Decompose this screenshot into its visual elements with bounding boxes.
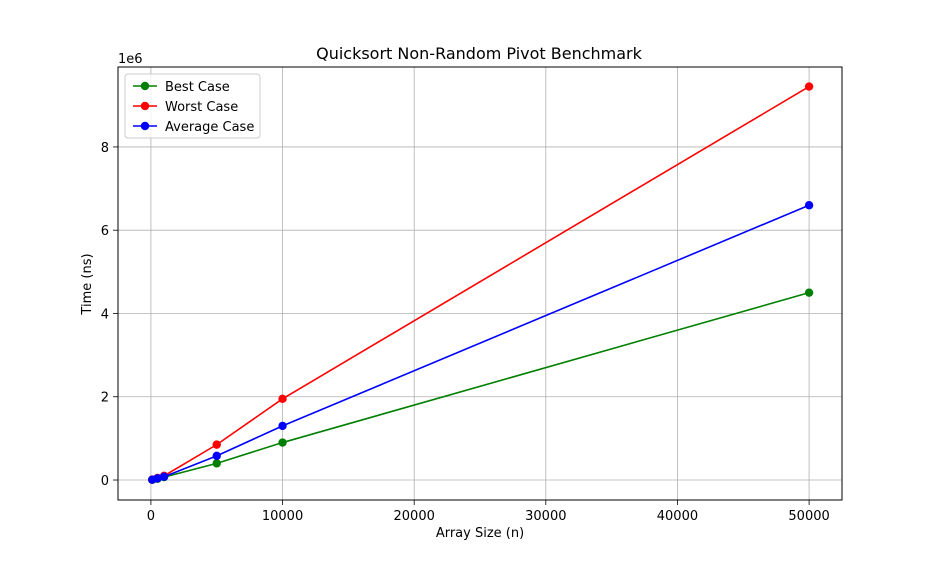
x-tick-label: 50000 <box>788 509 829 524</box>
legend-item-best-case: Best Case <box>133 80 230 95</box>
data-point-average-case <box>159 472 169 481</box>
x-axis-title: Array Size (n) <box>436 526 524 541</box>
y-axis-ticks: 0 2 4 6 8 <box>101 141 118 489</box>
legend-label: Best Case <box>165 80 230 95</box>
x-axis-ticks: 0 10000 20000 30000 40000 50000 <box>147 500 830 524</box>
plot-frame <box>117 66 843 501</box>
x-tick-label: 30000 <box>525 509 566 524</box>
y-tick-label: 2 <box>101 391 109 406</box>
y-axis-title: Time (ns) <box>80 253 95 315</box>
data-point-worst-case <box>278 394 287 404</box>
x-tick-label: 0 <box>147 509 155 524</box>
x-tick-label: 20000 <box>394 509 435 524</box>
grid-lines <box>118 67 842 500</box>
legend-swatch-marker <box>140 101 150 111</box>
legend-label: Worst Case <box>165 100 238 115</box>
data-point-average-case <box>212 451 221 461</box>
series-average-case <box>148 201 814 484</box>
data-point-best-case <box>212 459 221 468</box>
y-tick-label: 0 <box>101 474 109 489</box>
data-point-worst-case <box>804 82 814 91</box>
legend-item-average-case: Average Case <box>133 120 254 135</box>
data-point-best-case <box>278 438 287 447</box>
x-tick-label: 40000 <box>657 509 698 524</box>
y-tick-label: 4 <box>101 307 109 322</box>
series-group <box>148 82 814 485</box>
legend-swatch-marker <box>140 81 150 91</box>
data-point-average-case <box>278 421 287 431</box>
y-tick-label: 8 <box>101 141 109 156</box>
legend-item-worst-case: Worst Case <box>133 100 238 115</box>
y-tick-label: 6 <box>101 224 109 239</box>
legend: Best Case Worst Case Average Case <box>124 73 261 139</box>
chart-title: Quicksort Non-Random Pivot Benchmark <box>316 44 643 63</box>
data-point-worst-case <box>212 440 221 449</box>
legend-swatch-marker <box>140 121 150 131</box>
y-offset-label: 1e6 <box>118 52 143 67</box>
data-point-average-case <box>804 201 814 210</box>
x-tick-label: 10000 <box>262 509 303 524</box>
data-point-best-case <box>804 288 814 297</box>
legend-box <box>124 73 261 139</box>
data-point-average-case <box>153 474 162 483</box>
legend-label: Average Case <box>165 120 254 135</box>
